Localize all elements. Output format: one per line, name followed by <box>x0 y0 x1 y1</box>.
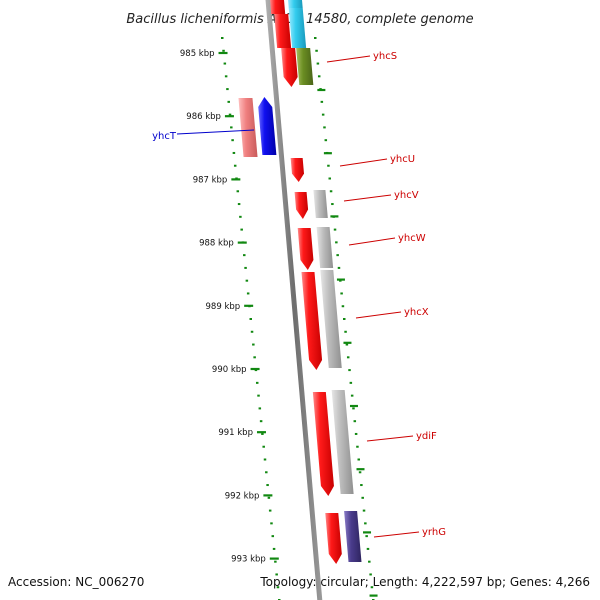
cds-forward-yhcW <box>297 228 314 270</box>
cds-forward <box>274 14 292 48</box>
leader-line <box>366 435 414 442</box>
gene-label-yrhG: yrhG <box>422 527 446 538</box>
tick-marks: 985 kbp 986 kbp 987 kbp 988 kbp 989 kbp 990 k… <box>180 37 378 600</box>
cds-forward-yhcS <box>281 48 298 87</box>
gene-label-ydiF: ydiF <box>416 431 437 442</box>
cog-gray-yhcX <box>320 270 342 368</box>
leader-line <box>348 237 396 246</box>
gene-labels: yhcS yhcT yhcU yhcV yhcW yhcX ydiF yrhG <box>152 51 446 538</box>
leader-line <box>355 311 402 319</box>
tick-label: 993 kbp <box>231 555 266 565</box>
cog-olive-yhcS <box>296 48 314 85</box>
cds-forward-top <box>270 0 286 14</box>
cog-cyan-top <box>288 0 303 8</box>
cds-forward-yhcX <box>301 272 323 370</box>
tick-label: 991 kbp <box>218 428 253 438</box>
cds-forward-yhcV <box>294 192 309 219</box>
tick-label: 992 kbp <box>225 491 260 501</box>
gene-label-yhcT: yhcT <box>152 131 177 142</box>
gene-label-yhcS: yhcS <box>373 51 397 62</box>
tick-label: 989 kbp <box>206 302 241 312</box>
tick-label: 987 kbp <box>193 175 228 185</box>
genome-info-text: Topology: circular; Length: 4,222,597 bp… <box>259 575 590 589</box>
cog-pink-yhcT <box>238 98 258 157</box>
gene-label-yhcX: yhcX <box>404 307 429 318</box>
cog-gray-yhcV <box>313 190 328 218</box>
leader-line <box>343 194 392 202</box>
leader-line <box>373 531 420 538</box>
tick-label: 990 kbp <box>212 365 247 375</box>
leader-line <box>339 158 388 167</box>
leader-line <box>326 55 371 63</box>
cog-purple-yrhG <box>344 511 362 562</box>
tick-label: 988 kbp <box>199 239 234 249</box>
cog-gray-yhcW <box>316 227 334 268</box>
cog-gray-ydiF <box>331 390 354 494</box>
right-dotted-guide <box>314 37 375 600</box>
features <box>238 0 362 564</box>
tick-label: 986 kbp <box>186 112 221 122</box>
cds-forward-yhcU <box>290 158 304 182</box>
accession-text: Accession: NC_006270 <box>8 575 144 589</box>
backbone <box>265 0 323 600</box>
cds-forward-ydiF <box>312 392 334 496</box>
backbone-line <box>265 0 323 600</box>
cds-reverse-yhcT <box>258 97 277 155</box>
leader-line <box>176 129 255 135</box>
gene-label-yhcU: yhcU <box>390 154 415 165</box>
cds-forward-yrhG <box>325 513 342 564</box>
tick-label: 985 kbp <box>180 49 215 59</box>
gene-label-yhcV: yhcV <box>394 190 419 201</box>
gene-label-yhcW: yhcW <box>398 233 426 244</box>
cog-cyan <box>288 8 307 48</box>
